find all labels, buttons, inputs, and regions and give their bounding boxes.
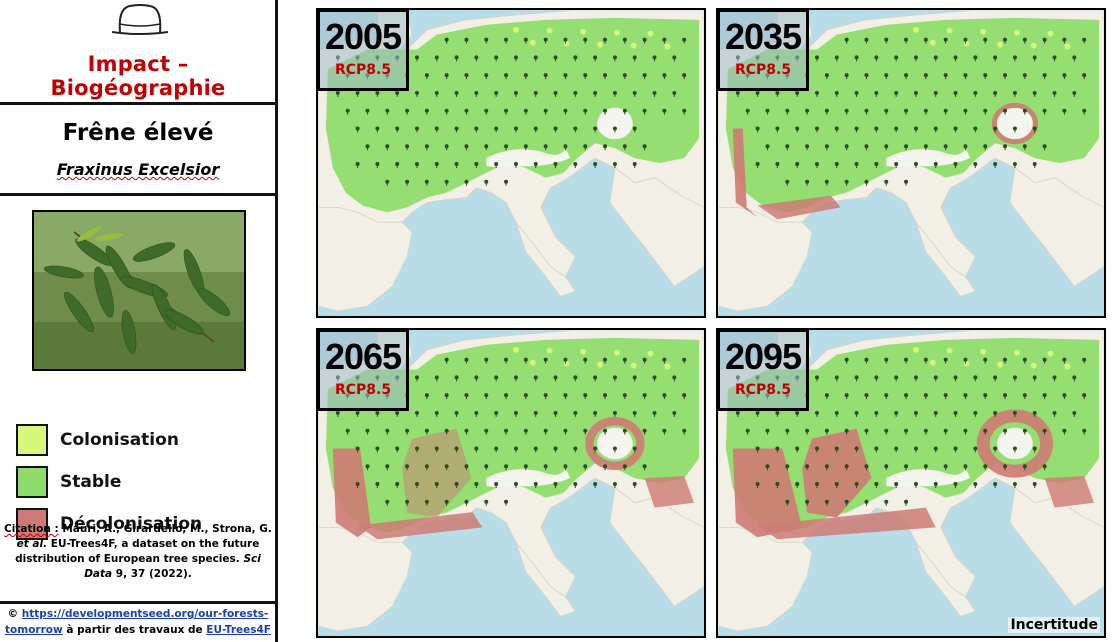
- citation-text: EU-Trees4F, a dataset on the future dist…: [15, 538, 260, 565]
- source-link[interactable]: EU-Trees4F: [206, 624, 271, 636]
- year-box: 2065 RCP8.5: [318, 330, 409, 411]
- legend-swatch-colonisation: [16, 424, 48, 456]
- divider: [0, 102, 276, 105]
- year-box: 2095 RCP8.5: [718, 330, 809, 411]
- legend-label: Colonisation: [60, 430, 179, 450]
- species-latin-name: Fraxinus Excelsior: [56, 160, 220, 179]
- map-panel-2065: 2065 RCP8.5: [316, 328, 706, 638]
- year-label: 2035: [724, 16, 802, 57]
- scenario-label: RCP8.5: [734, 382, 792, 398]
- year-label: 2065: [324, 336, 402, 377]
- species-common-name: Frêne élevé: [62, 120, 214, 146]
- map-panel-2005: 2005 RCP8.5: [316, 8, 706, 318]
- citation-journal: Sci Data: [84, 553, 261, 580]
- credits-link[interactable]: https://developmentseed.org/our-forests-…: [5, 608, 269, 636]
- map-panel-2095: 2095 RCP8.5 Incertitude: [716, 328, 1106, 638]
- divider: [0, 601, 276, 604]
- credits: © https://developmentseed.org/our-forest…: [2, 606, 274, 638]
- citation-authors: Mauri, A., Girardello, M., Strona, G.: [62, 523, 272, 535]
- citation-etal: et al.: [16, 538, 48, 550]
- scenario-label: RCP8.5: [734, 62, 792, 78]
- page-title: Impact – Biogéographie: [50, 52, 226, 100]
- divider: [0, 193, 276, 196]
- year-box: 2035 RCP8.5: [718, 10, 809, 91]
- ash-leaves-photo: [32, 210, 246, 371]
- legend-swatch-decolonisation: [16, 508, 48, 540]
- scenario-label: RCP8.5: [334, 382, 392, 398]
- divider: [275, 0, 278, 642]
- legend-label: Décolonisation: [60, 514, 203, 534]
- citation-volume: 9, 37 (2022).: [115, 568, 192, 580]
- year-label: 2095: [724, 336, 802, 377]
- citation-prefix: Citation :: [4, 523, 59, 535]
- year-box: 2005 RCP8.5: [318, 10, 409, 91]
- uncertainty-label: Incertitude: [1008, 617, 1100, 633]
- credits-text: à partir des travaux de: [66, 624, 203, 636]
- scenario-label: RCP8.5: [334, 62, 392, 78]
- sidebar: Impact – Biogéographie Frêne élevé Fraxi…: [0, 0, 278, 642]
- year-label: 2005: [324, 16, 402, 57]
- hat-icon: [111, 4, 169, 35]
- legend-swatch-stable: [16, 466, 48, 498]
- copyright-icon: ©: [7, 608, 19, 620]
- map-2005: [318, 10, 704, 316]
- map-panel-2035: 2035 RCP8.5: [716, 8, 1106, 318]
- legend-label: Stable: [60, 472, 122, 492]
- citation: Citation : Mauri, A., Girardello, M., St…: [2, 522, 274, 582]
